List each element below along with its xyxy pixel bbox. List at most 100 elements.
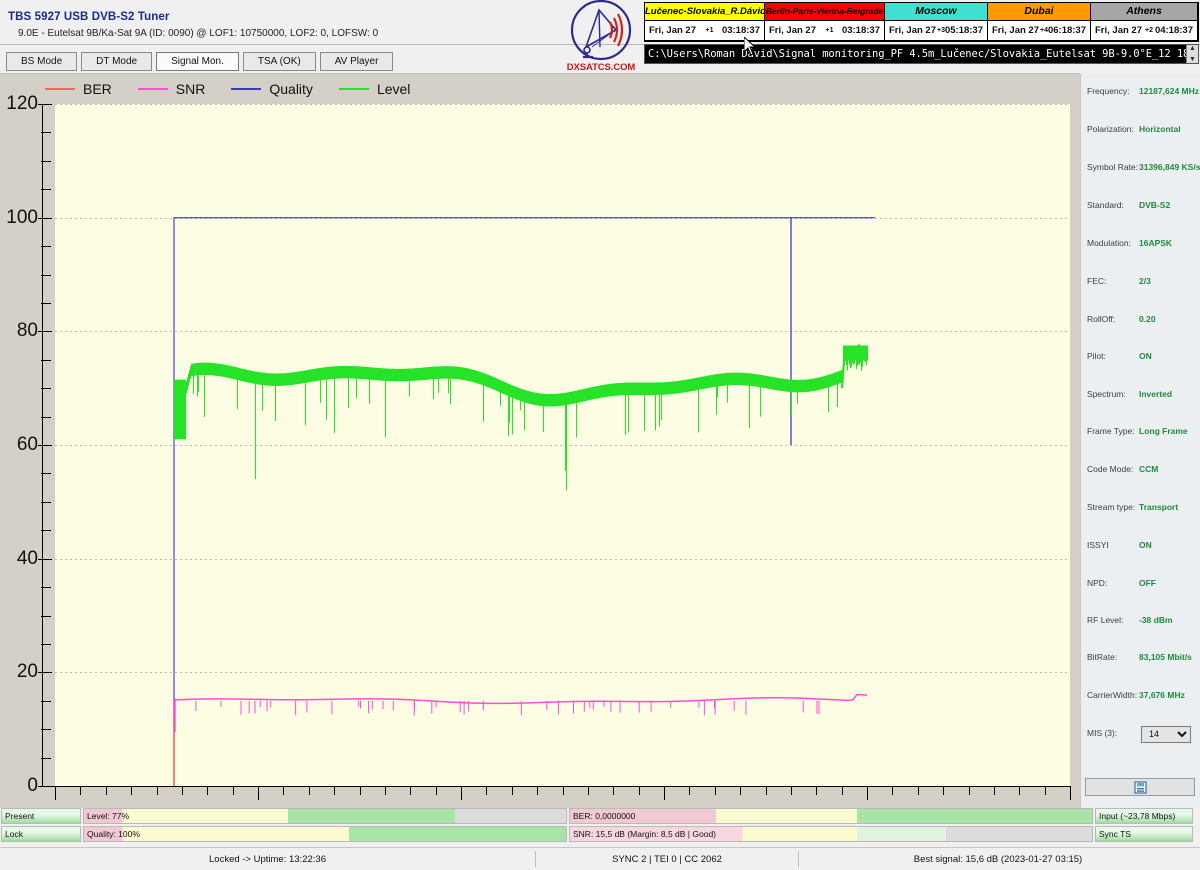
x-tick [969, 786, 970, 795]
param-key: MIS (3): [1087, 728, 1118, 738]
param-value: -38 dBm [1139, 615, 1173, 625]
tab-av-player[interactable]: AV Player [319, 52, 394, 71]
chart-legend: BER SNR Quality Level [45, 81, 410, 97]
x-tick [385, 786, 386, 795]
save-log-button[interactable] [1085, 778, 1195, 796]
x-tick [918, 786, 919, 795]
x-tick [360, 786, 361, 795]
x-tick [207, 786, 208, 795]
legend-label: Level [376, 81, 411, 97]
param-value: Long Frame [1139, 426, 1188, 436]
tabs-divider [0, 73, 1080, 74]
x-tick [791, 786, 792, 795]
timezone-clock: 03:18:37 [721, 25, 760, 36]
timezone-clock: 03:18:37 [841, 25, 880, 36]
monitoring-path-field[interactable]: C:\Users\Roman Dávid\Signal monitoring_P… [644, 44, 1199, 64]
save-icon [1133, 780, 1147, 794]
param-key: Standard: [1087, 200, 1124, 210]
x-tick [512, 786, 513, 795]
x-tick [55, 786, 56, 800]
y-tick-label: 100 [6, 206, 38, 228]
x-tick [233, 786, 234, 795]
x-tick [80, 786, 81, 795]
param-key: Pilot: [1087, 351, 1106, 361]
tab-tsa-ok[interactable]: TSA (OK) [242, 52, 316, 71]
x-tick [182, 786, 183, 795]
timezone-cell-4: Athens Fri, Jan 27 +2 04:18:37 [1091, 3, 1197, 41]
meter-label: Level: 77% [87, 811, 130, 821]
y-tick [41, 757, 51, 759]
param-key: NPD: [1087, 578, 1108, 588]
x-tick [892, 786, 893, 795]
tab-signal-mon[interactable]: Signal Mon. [156, 52, 239, 71]
param-key: ISSYI [1087, 540, 1109, 550]
y-tick [41, 473, 51, 475]
mouse-cursor [744, 37, 756, 56]
x-tick [588, 786, 589, 795]
path-scrollbar[interactable]: ▲ ▼ [1186, 45, 1198, 63]
meter-fill [1096, 809, 1192, 823]
meter-label: Quality: 100% [87, 829, 140, 839]
param-row-streamtype: Stream type: Transport [1081, 498, 1200, 516]
y-tick [41, 274, 51, 276]
timezone-cell-3: Dubai Fri, Jan 27 +4 06:18:37 [988, 3, 1091, 41]
gridline [55, 558, 1070, 560]
legend-item-snr: SNR [137, 81, 206, 97]
timezone-day: Fri, Jan 27 [769, 25, 816, 36]
ber-meter: BER: 0,0000000 [569, 808, 1093, 824]
present-flag: Present [1, 808, 81, 824]
x-tick [1019, 786, 1020, 795]
legend-label: SNR [175, 81, 206, 97]
y-tick [41, 700, 51, 702]
x-tick [258, 786, 259, 800]
y-tick [41, 530, 51, 532]
x-tick [613, 786, 614, 795]
x-tick [283, 786, 284, 795]
param-value: ON [1139, 540, 1152, 550]
y-tick-label: 60 [16, 434, 38, 455]
timezone-clock: 05:18:37 [944, 25, 983, 36]
y-tick [41, 246, 51, 248]
param-row-bitrate: BitRate: 83,105 Mbit/s [1081, 648, 1200, 666]
param-key: Modulation: [1087, 238, 1131, 248]
legend-label: BER [83, 81, 112, 97]
param-key: FEC: [1087, 276, 1107, 286]
chevron-down-icon[interactable]: ▼ [1189, 56, 1196, 63]
chevron-up-icon[interactable]: ▲ [1189, 45, 1196, 52]
chart-series-layer [173, 217, 875, 786]
legend-label: Quality [269, 81, 313, 97]
param-row-standard: Standard: DVB-S2 [1081, 196, 1200, 214]
y-tick-label: 0 [27, 775, 38, 796]
param-key: BitRate: [1087, 652, 1118, 662]
gridline [55, 445, 1070, 446]
mode-tab-bar: BS Mode DT Mode Signal Mon. TSA (OK) AV Play… [6, 52, 394, 71]
param-key: RF Level: [1087, 615, 1124, 625]
tab-dt-mode[interactable]: DT Mode [81, 52, 153, 71]
meter-fill [84, 809, 566, 823]
x-tick [461, 786, 462, 800]
status-row-2: Lock Quality: 100% SNR: 15,5 dB (Margin: 8… [0, 826, 1200, 842]
param-value: 31396,849 KS/s [1139, 162, 1200, 172]
x-tick [563, 786, 564, 795]
meter-fill [570, 827, 1092, 841]
y-tick [38, 672, 52, 674]
mis-select[interactable]: 14123 [1141, 725, 1191, 743]
x-tick [689, 786, 690, 795]
bottom-status-bar: Locked -> Uptime: 13:22:36 SYNC 2 | TEI … [0, 847, 1200, 870]
param-value: OFF [1139, 578, 1156, 588]
param-key: Frequency: [1087, 86, 1130, 96]
x-tick [1070, 786, 1071, 800]
param-row-carrierwidth: CarrierWidth: 37,676 MHz [1081, 686, 1200, 704]
param-value: 37,676 MHz [1139, 690, 1185, 700]
param-value: 12187,624 MHz [1139, 86, 1200, 96]
legend-item-level: Level [338, 81, 411, 97]
legend-swatch-ber [45, 88, 75, 90]
tab-bs-mode[interactable]: BS Mode [6, 52, 78, 71]
param-row-frequency: Frequency: 12187,624 MHz [1081, 82, 1200, 100]
legend-swatch-quality [231, 88, 262, 90]
sync-status: SYNC 2 | TEI 0 | CC 2062 [612, 853, 722, 865]
meter-label: Sync TS [1099, 829, 1131, 839]
meter-fill [84, 827, 566, 841]
param-value: 83,105 Mbit/s [1139, 652, 1192, 662]
param-row-fec: FEC: 2/3 [1081, 272, 1200, 290]
